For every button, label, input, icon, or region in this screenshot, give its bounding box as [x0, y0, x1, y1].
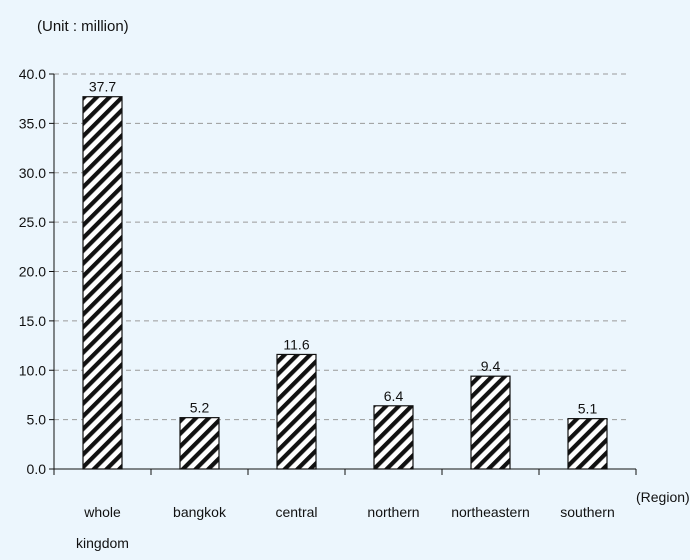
x-category-label: bangkok — [173, 504, 227, 520]
bars — [82, 96, 608, 470]
bar-northeastern — [470, 375, 511, 470]
x-category-label: northeastern — [451, 504, 530, 520]
labels: 0.0 5.0 10.0 15.0 20.0 25.0 30.0 35.0 40.0 37.7 wh… — [19, 66, 615, 551]
bar-central — [276, 353, 317, 470]
x-category-label: northern — [367, 504, 419, 520]
y-tick-label: 35.0 — [19, 115, 46, 131]
bar-whole-kingdom — [82, 96, 123, 470]
y-tick-label: 5.0 — [27, 412, 47, 428]
y-tick-label: 20.0 — [19, 264, 46, 280]
x-category-label-line: bangkok — [173, 504, 227, 520]
value-label: 6.4 — [384, 388, 404, 404]
x-category-label-line: whole — [83, 504, 121, 520]
value-label: 11.6 — [283, 336, 309, 352]
x-category-label: southern — [560, 504, 614, 520]
x-category-label-line: northeastern — [451, 504, 530, 520]
bar-southern — [567, 418, 608, 470]
x-axis-label: (Region) — [636, 489, 690, 505]
x-category-label-line: northern — [367, 504, 419, 520]
x-category-label: central — [275, 504, 317, 520]
gridlines — [54, 73, 630, 421]
unit-label: (Unit : million) — [37, 18, 129, 35]
y-tick-label: 30.0 — [19, 165, 46, 181]
value-label: 37.7 — [89, 79, 116, 95]
y-tick-label: 10.0 — [19, 362, 46, 378]
y-tick-label: 25.0 — [19, 214, 46, 230]
y-tick-label: 0.0 — [27, 461, 47, 477]
x-category-label-line: central — [275, 504, 317, 520]
value-label: 5.2 — [190, 400, 210, 416]
bar-bangkok — [179, 417, 220, 470]
value-label: 9.4 — [481, 358, 501, 374]
x-category-label-line: southern — [560, 504, 614, 520]
value-label: 5.1 — [578, 401, 598, 417]
x-category-label-line: kingdom — [76, 535, 129, 551]
bar-northern — [373, 405, 414, 470]
axes — [49, 73, 637, 475]
y-tick-label: 15.0 — [19, 313, 46, 329]
y-tick-label: 40.0 — [19, 66, 46, 82]
x-category-label: whole kingdom — [76, 504, 129, 551]
